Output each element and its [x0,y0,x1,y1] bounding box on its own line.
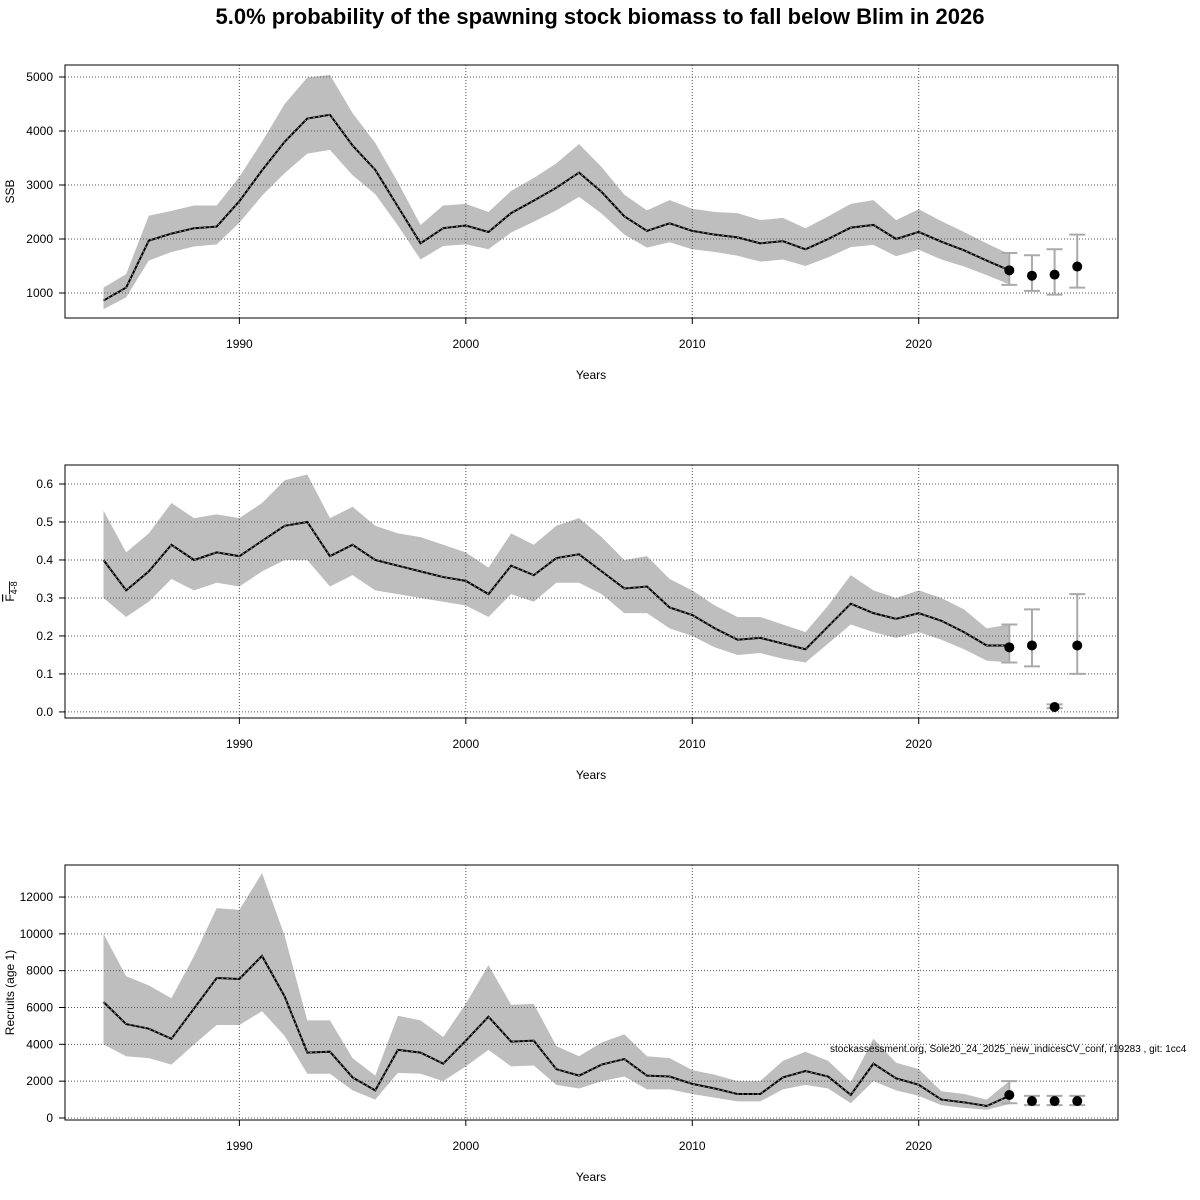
forecast-point [1049,269,1060,280]
y-tick-label: 2000 [26,232,53,246]
forecast-point [1004,642,1015,653]
forecast-point [1004,1089,1015,1100]
y-axis-label: Recruits (age 1) [3,950,17,1035]
y-tick-label: 12000 [20,890,54,904]
plot-frame [64,864,1119,1121]
plot-frame [64,464,1119,719]
x-tick-label: 2000 [452,337,479,351]
panel-ssb: 1990 2000 2010 2020 1000 2000 3000 4000 5000 Year… [3,64,1119,382]
y-tick-label: 1000 [26,286,53,300]
confidence-band [103,74,1010,310]
confidence-band [103,474,1010,663]
x-tick-label: 2000 [452,737,479,751]
y-tick-label: 6000 [26,1001,53,1015]
y-axis-label-subscript: 4-8 [9,581,19,594]
forecast-point [1072,640,1083,651]
y-tick-label: 8000 [26,964,53,978]
y-axis-label: SSB [3,179,17,203]
x-tick-label: 2010 [679,337,706,351]
x-tick-label: 2020 [905,1139,932,1153]
y-tick-label: 0.4 [36,553,53,567]
y-tick-label: 4000 [26,124,53,138]
x-tick-label: 2000 [452,1139,479,1153]
confidence-band [103,873,1010,1110]
y-tick-label: 0.3 [36,591,53,605]
y-axis-label: F4-8 [3,581,19,601]
x-axis-label: Years [576,768,606,782]
forecast-point [1026,1096,1037,1107]
panel-fbar: 1990 2000 2010 2020 0.0 0.1 0.2 0.3 0.4 0.5 0.6 Yea… [3,464,1119,782]
x-tick-label: 1990 [226,1139,253,1153]
y-tick-label: 0.5 [36,515,53,529]
y-tick-label: 0.0 [36,705,53,719]
y-tick-label: 4000 [26,1037,53,1051]
estimate-line-dash [103,521,1010,650]
estimate-line-dash [103,955,1010,1107]
y-tick-label: 0.2 [36,629,53,643]
forecast-point [1049,701,1060,712]
forecast-point [1049,1096,1060,1107]
x-tick-label: 2020 [905,737,932,751]
forecast-point [1072,261,1083,272]
chart-title: 5.0% probability of the spawning stock b… [216,4,985,29]
annotation: stockassessment.org, Sole20_24_2025_new_… [830,1044,1187,1055]
forecast-point [1026,270,1037,281]
y-tick-label: 3000 [26,178,53,192]
y-tick-label: 2000 [26,1074,53,1088]
panel-recruits: 1990 2000 2010 2020 0 2000 4000 6000 8000 10000 12… [3,864,1119,1184]
x-tick-label: 2010 [679,1139,706,1153]
y-tick-label: 5000 [26,70,53,84]
x-axis-label: Years [576,368,606,382]
forecast-point [1004,265,1015,276]
x-tick-label: 2010 [679,737,706,751]
forecast-point [1072,1096,1083,1107]
forecast-point [1026,640,1037,651]
estimate-line [103,113,1010,302]
plot-frame [64,64,1119,319]
x-tick-label: 2020 [905,337,932,351]
y-tick-label: 0.6 [36,477,53,491]
x-tick-label: 1990 [226,737,253,751]
y-tick-label: 10000 [20,927,54,941]
x-axis-label: Years [576,1170,606,1184]
x-tick-label: 1990 [226,337,253,351]
y-tick-label: 0 [46,1111,53,1125]
y-tick-label: 0.1 [36,667,53,681]
